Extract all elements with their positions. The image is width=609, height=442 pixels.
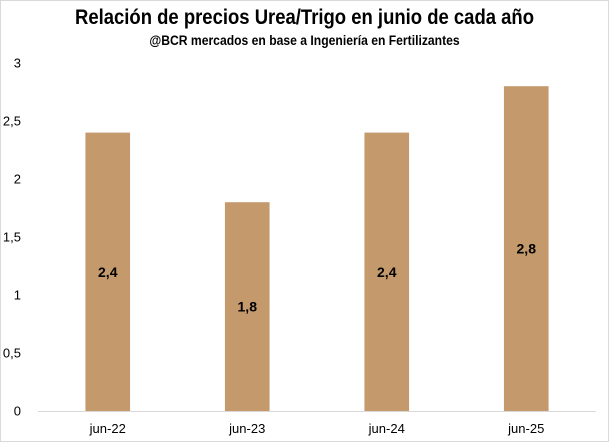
y-tick-label: 1	[14, 288, 21, 303]
data-label-jun-25: 2,8	[517, 241, 537, 257]
data-label-jun-23: 1,8	[238, 299, 258, 315]
x-tick-label: jun-25	[507, 421, 544, 436]
bar-jun-22	[85, 132, 131, 411]
data-label-jun-22: 2,4	[98, 264, 118, 280]
y-tick-label: 2,5	[3, 114, 21, 129]
y-tick-label: 0,5	[3, 346, 21, 361]
x-tick-label: jun-24	[368, 421, 405, 436]
chart-title: Relación de precios Urea/Trigo en junio …	[74, 6, 535, 29]
x-axis: jun-22 jun-23 jun-24 jun-25	[38, 411, 596, 436]
bar-jun-23	[224, 202, 270, 411]
y-tick-label: 1,5	[3, 230, 21, 245]
bar-jun-25	[503, 86, 549, 411]
y-axis: 0 0,5 1 1,5 2 2,5 3	[3, 56, 21, 419]
y-tick-label: 2	[14, 172, 21, 187]
bars	[85, 86, 549, 411]
x-tick-label: jun-23	[228, 421, 265, 436]
y-tick-label: 3	[14, 56, 21, 71]
x-tick-label: jun-22	[89, 421, 126, 436]
chart-subtitle: @BCR mercados en base a Ingeniería en Fe…	[149, 33, 460, 48]
y-tick-label: 0	[14, 404, 21, 419]
bar-jun-24	[364, 132, 410, 411]
data-labels: 2,4 1,8 2,4 2,8	[98, 241, 536, 315]
data-label-jun-24: 2,4	[377, 264, 397, 280]
